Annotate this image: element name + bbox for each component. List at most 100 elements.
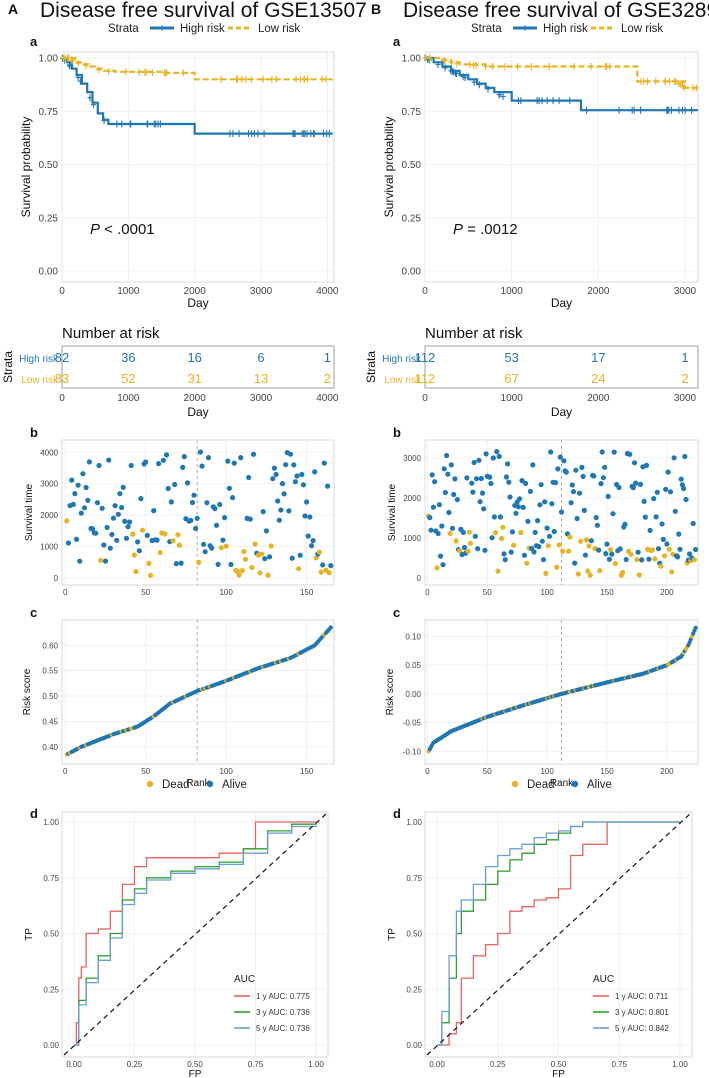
p2-km-pvalue: P = .0012 [453,221,518,238]
p2-scatter-point-dead [652,556,658,562]
p2-risk-table-low-count: 24 [591,371,605,386]
p2-km-censor-high [442,64,448,72]
p2-scatter-point-alive [460,529,466,536]
p2-risk-ytick: 0.00 [405,690,421,699]
p1-scatter-point-alive [106,457,112,463]
p2-risk-table-high-count: 112 [415,350,436,365]
p1-scatter-point-alive [325,483,331,489]
p1-scatter-point-alive [69,477,75,483]
p1-risk-xtick: 150 [300,767,314,776]
p2-scatter-point-alive [596,547,602,553]
p2-scatter-ytick: 1000 [403,534,421,543]
p1-risk-legend-dead-swatch [146,780,154,788]
p1-scatter-point-dead [162,531,168,537]
p2-scatter-point-alive [611,449,617,455]
p2-scatter-point-alive [441,466,447,472]
p2-scatter-point-alive [446,509,452,516]
p1-scatter-point-alive [178,560,184,566]
p2-scatter-point-alive [549,501,555,507]
p1-scatter-point-alive [188,517,194,524]
p1-scatter-point-alive [281,491,287,497]
p2-scatter-point-alive [643,462,650,468]
p2-km-censor-low [588,63,594,70]
p2-scatter-point-alive [546,533,553,539]
p1-scatter-point-alive [173,561,179,567]
p1-scatter-point-alive [220,537,226,543]
p2-scatter-point-alive [576,490,583,496]
p2-risk-table-strata-label: Strata [364,351,378,383]
p1-scatter-point-alive [194,515,200,521]
p1-scatter-point-alive [302,513,308,519]
p2-risk-table-frame [424,345,699,389]
p2-km-censor-low [441,57,447,64]
p1-scatter-point-alive [247,516,253,522]
p2-km-censor-high [449,67,455,75]
p2-km-censor-low [662,77,668,85]
p2-scatter-point-alive [435,530,441,537]
p1-legend-high-mark: + [158,21,165,35]
p1-scatter-point-alive [86,459,92,465]
p2-km-curve-high [425,56,698,112]
p2-roc-ytick: 0.75 [406,874,422,883]
p2-roc-legend-entry: 5 y AUC: 0.842 [615,1024,669,1033]
p1-scatter-point-alive [102,558,109,564]
p1-km-censor-high [145,120,151,128]
p2-scatter-point-dead [691,557,698,563]
p2-scatter-point-alive [532,529,538,536]
p2-scatter-point-alive [672,508,678,514]
p1-scatter-point-alive [260,509,266,515]
p1-km-censor-low [248,75,254,83]
p1-km-xtick: 2000 [184,286,207,297]
p1-km-curve-high [62,56,333,135]
p2-risk-table-high-label: High risk [382,354,422,365]
p1-scatter-point-alive [328,563,334,569]
p1-scatter-point-alive [213,522,220,528]
p2-km-censor-high [556,97,562,105]
p2-scatter-xtick: 0 [425,588,430,597]
p1-risk-point-alive [328,625,333,630]
p2-km-censor-high [584,106,590,114]
p2-scatter-point-alive [506,479,512,485]
p2-scatter-point-dead [560,548,566,554]
p1-km-censor-low [260,75,266,83]
p1-scatter-point-alive [181,454,187,460]
p1-scatter-point-dead [130,531,136,537]
p1-scatter-point-alive [292,479,298,485]
p2-scatter-point-alive [464,475,470,481]
p2-scatter-point-alive [521,552,528,558]
p1-roc-legend-entry: 5 y AUC: 0.736 [256,1024,310,1033]
p1-risk-table-high-count: 82 [55,350,69,365]
p2-scatter-point-alive [501,551,507,557]
p2-scatter-point-alive [552,480,559,486]
p1-scatter-point-alive [115,511,121,517]
p1-scatter-point-alive [96,462,102,469]
p1-scatter-point-alive [125,524,131,530]
p1-km-censor-high [326,130,332,138]
p2-km-xlabel: Day [551,296,572,310]
p2-km-censor-high [471,78,477,86]
p1-risk-ytick: 0.40 [42,743,58,752]
p1-km-curve-low [62,56,333,81]
p1-scatter-point-alive [202,549,208,555]
p1-km-censor-high [75,73,81,81]
p2-scatter-point-alive [537,502,543,508]
p1-scatter-point-alive [312,469,318,475]
p1-scatter-point-alive [109,531,115,538]
p2-scatter-point-alive [451,491,457,498]
p1-scatter-point-alive [80,471,86,477]
p2-km-censor-low [427,54,433,62]
p2-km-xtick: 3000 [674,286,697,297]
p2-scatter-point-alive [667,489,674,495]
p2-scatter-point-alive [687,551,693,557]
p1-km-censor-low [66,54,72,62]
p1-scatter-point-alive [271,465,277,471]
p1-scatter-point-alive [304,499,310,505]
p2-km-censor-high [638,106,644,114]
p2-km-censor-low [672,77,678,85]
p2-scatter-point-dead [545,543,551,549]
p2-scatter-point-alive [664,541,670,547]
p2-scatter-point-alive [445,471,451,477]
p1-scatter-point-alive [276,517,282,523]
p2-scatter-point-alive [508,549,514,555]
p1-scatter-point-alive [151,508,157,514]
